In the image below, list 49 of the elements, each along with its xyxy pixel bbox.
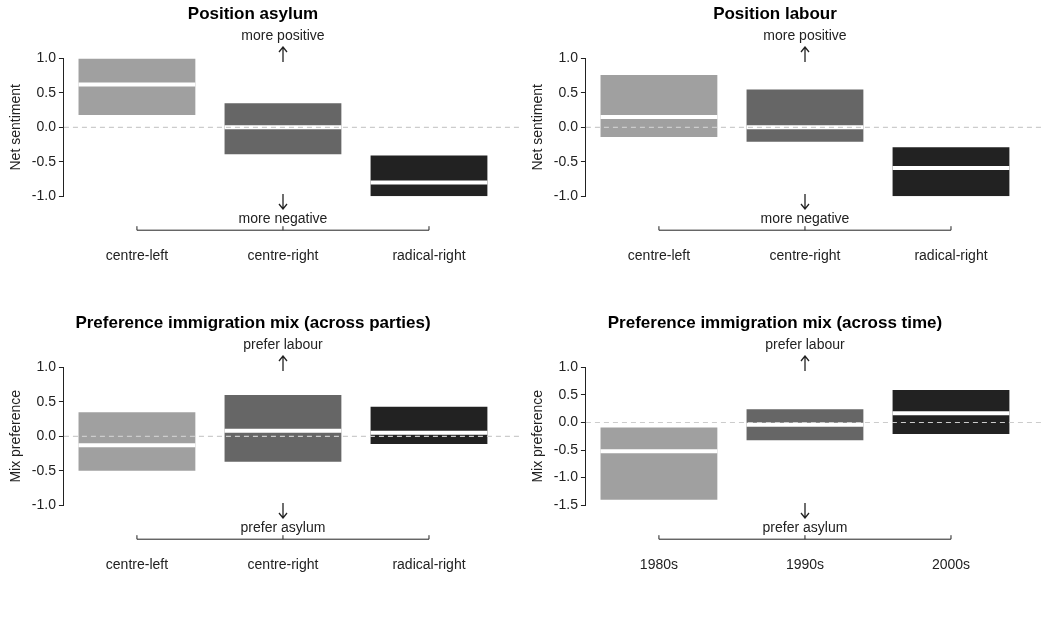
y-tick-label: 1.0 [36,49,57,66]
text: prefer labour [765,336,845,353]
x-tick-label: centre-left [627,247,691,264]
x-tick-label: centre-left [105,556,169,573]
text: prefer asylum [762,519,848,536]
x-tick-label: centre-right [247,247,319,264]
y-tick-label: -0.5 [553,152,579,169]
text: more negative [760,210,850,227]
text: prefer asylum [240,519,326,536]
y-tick-label: -1.5 [553,496,579,513]
chart-title: Preference immigration mix (across time) [607,312,943,332]
y-tick-label: 1.0 [36,358,57,375]
x-tick-label: radical-right [914,247,988,264]
y-tick-label: 1.0 [558,358,579,375]
y-tick-label: -1.0 [553,187,579,204]
chart-title: Position labour [713,3,838,23]
text: more positive [241,27,325,44]
y-axis-title: Net sentiment [529,84,546,171]
y-tick-label: -1.0 [553,468,579,485]
y-axis-title: Net sentiment [7,84,24,171]
x-tick-label: 1990s [785,556,825,573]
y-tick-label: 0.0 [36,427,57,444]
x-tick-label: centre-right [769,247,841,264]
chart-title: Position asylum [187,3,319,23]
text: prefer labour [243,336,323,353]
y-tick-label: -1.0 [31,496,57,513]
y-tick-label: -1.0 [31,187,57,204]
y-tick-label: -0.5 [553,440,579,457]
x-tick-label: 2000s [931,556,971,573]
y-tick-label: 0.5 [558,385,579,402]
x-tick-label: radical-right [392,556,466,573]
text: more negative [238,210,328,227]
text: more positive [763,27,847,44]
y-tick-label: 0.5 [558,83,579,100]
x-tick-label: 1980s [639,556,679,573]
x-tick-label: centre-left [105,247,169,264]
y-axis-title: Mix preference [529,389,546,483]
y-tick-label: 0.0 [558,118,579,135]
y-tick-label: 1.0 [558,49,579,66]
y-tick-label: -0.5 [31,152,57,169]
y-tick-label: 0.5 [36,83,57,100]
y-tick-label: -0.5 [31,461,57,478]
y-tick-label: 0.5 [36,392,57,409]
y-tick-label: 0.0 [36,118,57,135]
y-axis-title: Mix preference [7,389,24,483]
y-tick-label: 0.0 [558,413,579,430]
x-tick-label: centre-right [247,556,319,573]
chart-title: Preference immigration mix (across parties) [75,312,431,332]
x-tick-label: radical-right [392,247,466,264]
